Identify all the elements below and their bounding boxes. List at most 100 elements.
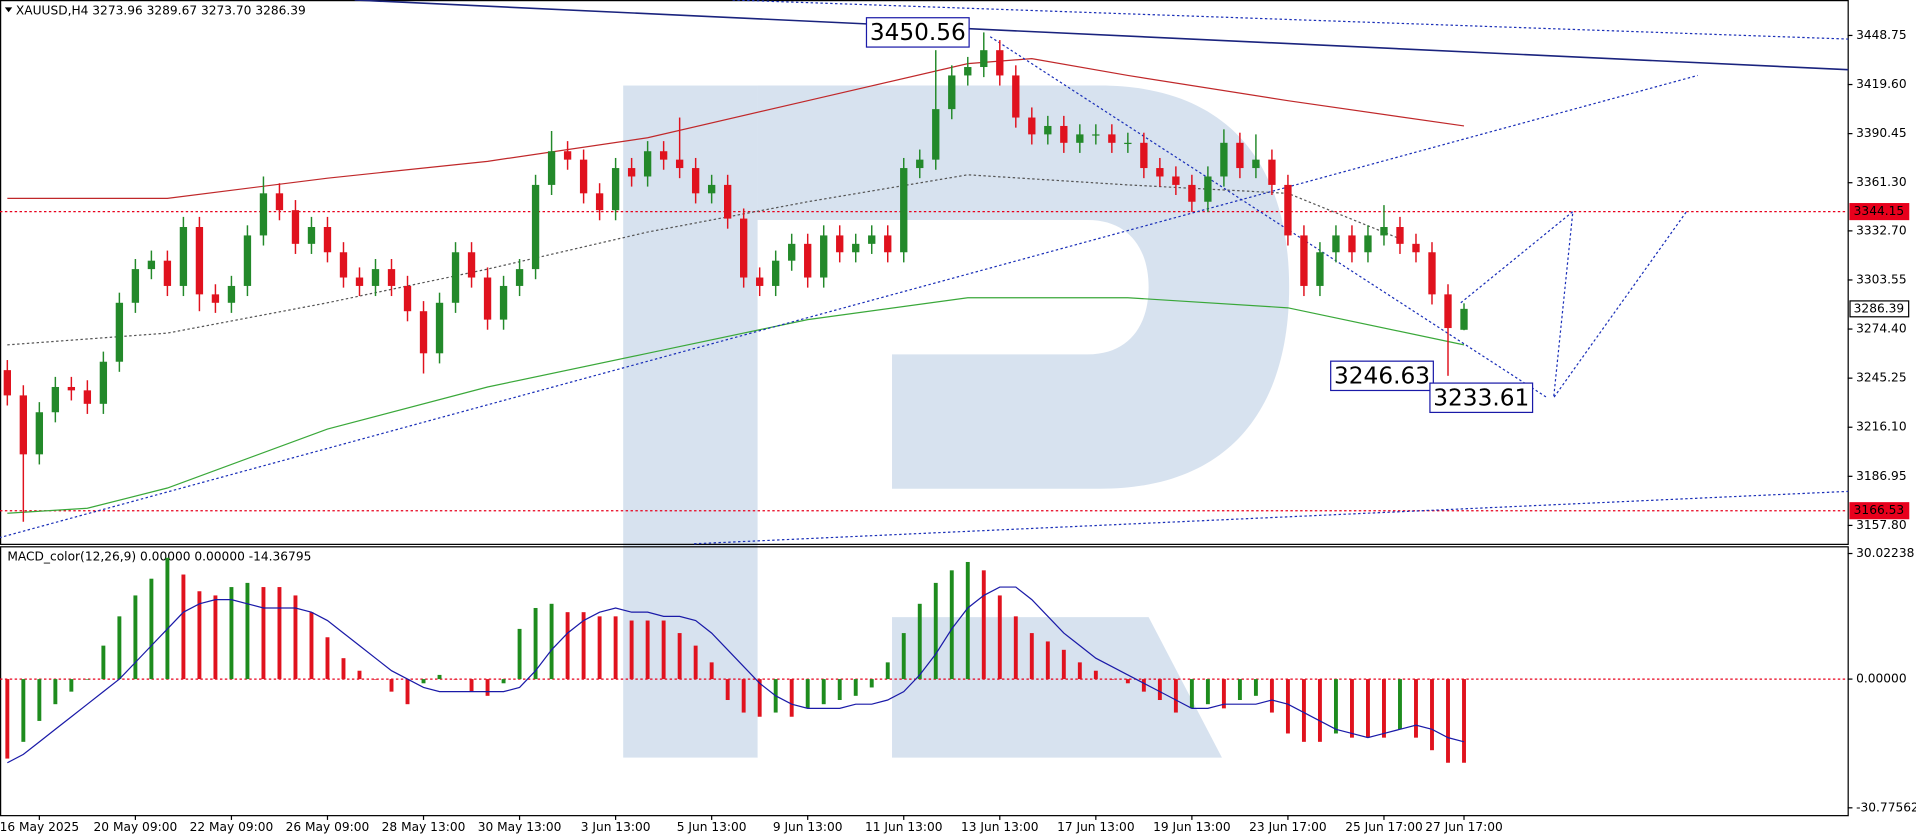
macd-bar — [1317, 679, 1322, 742]
x-tick-label: 23 Jun 17:00 — [1249, 820, 1327, 834]
trendline — [989, 36, 1548, 399]
macd-bar — [805, 679, 810, 709]
x-tick-label: 3 Jun 13:00 — [581, 820, 651, 834]
macd-bar — [229, 587, 234, 680]
candle-body — [996, 50, 1004, 76]
y-tick-label: 3245.25 — [1856, 371, 1906, 385]
candle-body — [868, 235, 876, 244]
candle-body — [788, 243, 796, 261]
annotation-label: 3233.61 — [1433, 384, 1529, 411]
macd-bar — [85, 679, 90, 680]
macd-bar — [581, 612, 586, 680]
macd-bar — [597, 616, 602, 680]
macd-bar — [293, 595, 298, 680]
level-box — [1849, 300, 1910, 318]
candle-body — [916, 159, 924, 169]
candle-body — [1284, 184, 1292, 236]
macd-bar — [629, 620, 634, 680]
candle-body — [1252, 159, 1260, 169]
candle-body — [1188, 184, 1196, 202]
x-tick-label: 13 Jun 13:00 — [961, 820, 1039, 834]
y-tick-label: 3361.30 — [1856, 175, 1906, 189]
macd-bar — [421, 679, 426, 684]
macd-bar — [1237, 679, 1242, 701]
y-tick-label: 3419.60 — [1856, 77, 1906, 91]
moving-average — [7, 57, 1465, 199]
level-box — [1849, 502, 1910, 520]
candle-body — [323, 227, 332, 253]
candle-body — [307, 227, 316, 244]
macd-bar — [1189, 679, 1194, 709]
candle-body — [531, 184, 540, 270]
candle-body — [243, 235, 252, 286]
x-tick-label: 19 Jun 13:00 — [1153, 820, 1231, 834]
moving-average — [7, 297, 1465, 514]
macd-bar — [885, 662, 890, 680]
candle-body — [451, 252, 460, 303]
macd-bar — [821, 679, 826, 705]
macd-bar — [1029, 633, 1034, 680]
candle-body — [1364, 235, 1372, 253]
macd-bar — [1382, 679, 1386, 738]
candle-body — [691, 168, 700, 194]
macd-bar — [1430, 679, 1434, 751]
y-tick-label: 3157.80 — [1856, 518, 1906, 532]
main-panel-frame — [0, 0, 1849, 545]
candle-body — [1156, 168, 1164, 177]
candle-body — [67, 386, 76, 391]
macd-bar — [1093, 670, 1098, 680]
candle-body — [227, 285, 236, 303]
trendline — [694, 490, 1849, 545]
macd-bar — [533, 607, 538, 680]
candle-body — [627, 168, 636, 177]
macd-bar — [309, 612, 314, 680]
candle-body — [51, 386, 60, 413]
macd-bar — [485, 679, 490, 696]
candle-body — [387, 269, 396, 286]
macd-bar — [1253, 679, 1258, 696]
x-tick-label: 26 May 09:00 — [286, 820, 370, 834]
candle-body — [515, 269, 524, 286]
candle-body — [211, 294, 220, 303]
macd-bar — [181, 574, 186, 680]
watermark-stem — [623, 85, 758, 758]
macd-bar — [453, 679, 458, 680]
candle-body — [83, 390, 92, 404]
candle-body — [1140, 142, 1148, 169]
macd-bar — [1125, 679, 1130, 684]
x-tick-label: 16 May 2025 — [0, 820, 79, 834]
macd-bar — [965, 561, 970, 680]
macd-bar — [1349, 679, 1354, 738]
macd-bar — [213, 595, 218, 680]
y-tick-label: 3448.75 — [1856, 28, 1906, 42]
macd-bar — [1285, 679, 1290, 734]
macd-bar — [997, 595, 1002, 680]
candle-body — [740, 218, 748, 278]
macd-bar — [1173, 679, 1178, 713]
macd-bar — [21, 679, 26, 742]
candle-body — [948, 75, 956, 110]
annotation-label: 3246.63 — [1334, 363, 1430, 390]
candle-body — [419, 311, 428, 354]
macd-bar — [1141, 679, 1146, 692]
macd-bar — [981, 570, 986, 680]
macd-bar — [69, 679, 74, 692]
y-tick-label: 3390.45 — [1856, 126, 1906, 140]
macd-bar — [645, 620, 650, 680]
candle-body — [836, 235, 844, 253]
x-tick-label: 5 Jun 13:00 — [677, 820, 747, 834]
candle-body — [1268, 159, 1276, 185]
candle-body — [355, 277, 364, 286]
macd-bar — [5, 679, 10, 759]
macd-bar — [1398, 679, 1402, 730]
macd-bar — [373, 679, 378, 680]
candle-body — [643, 151, 652, 177]
macd-bar — [741, 679, 746, 713]
candle-body — [1204, 176, 1212, 202]
macd-bar — [709, 662, 714, 680]
candle-body — [1236, 142, 1244, 169]
candle-body — [291, 210, 300, 244]
annotation-box — [1429, 382, 1534, 414]
macd-bar — [341, 658, 346, 680]
